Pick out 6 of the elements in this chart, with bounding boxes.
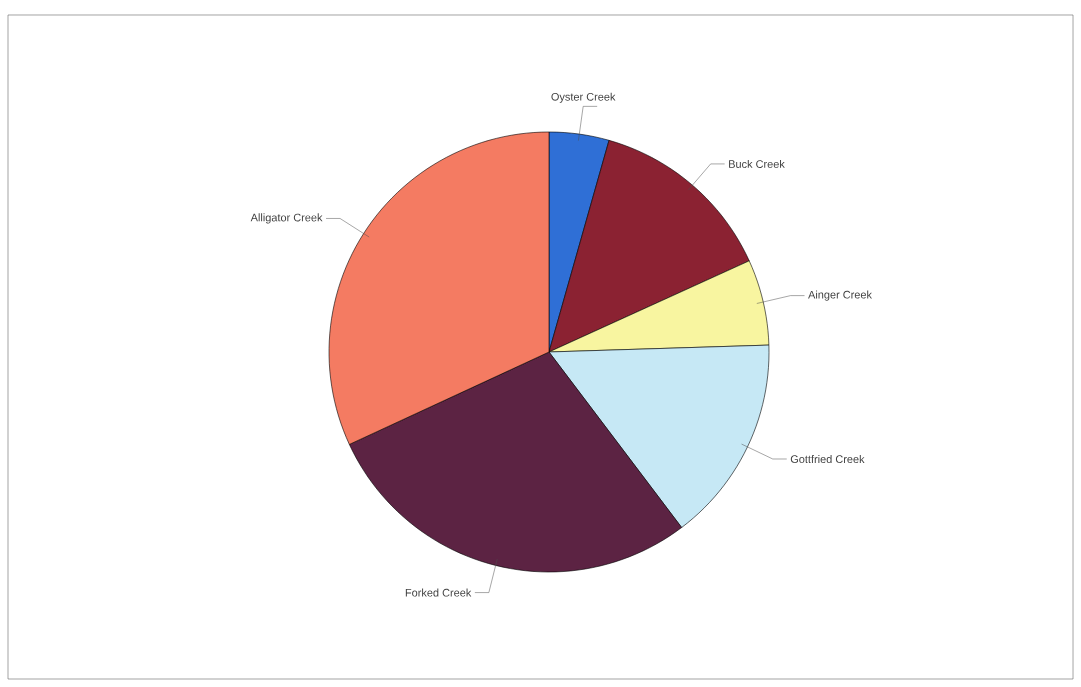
slice-label: Forked Creek (405, 588, 472, 597)
slice-label: Alligator Creek (250, 213, 323, 224)
slice-label: Gottfried Creek (790, 454, 865, 464)
slice-label: Oyster Creek (551, 92, 616, 103)
slice-label: Buck Creek (729, 159, 785, 168)
slice-label: Ainger Creek (808, 290, 872, 301)
